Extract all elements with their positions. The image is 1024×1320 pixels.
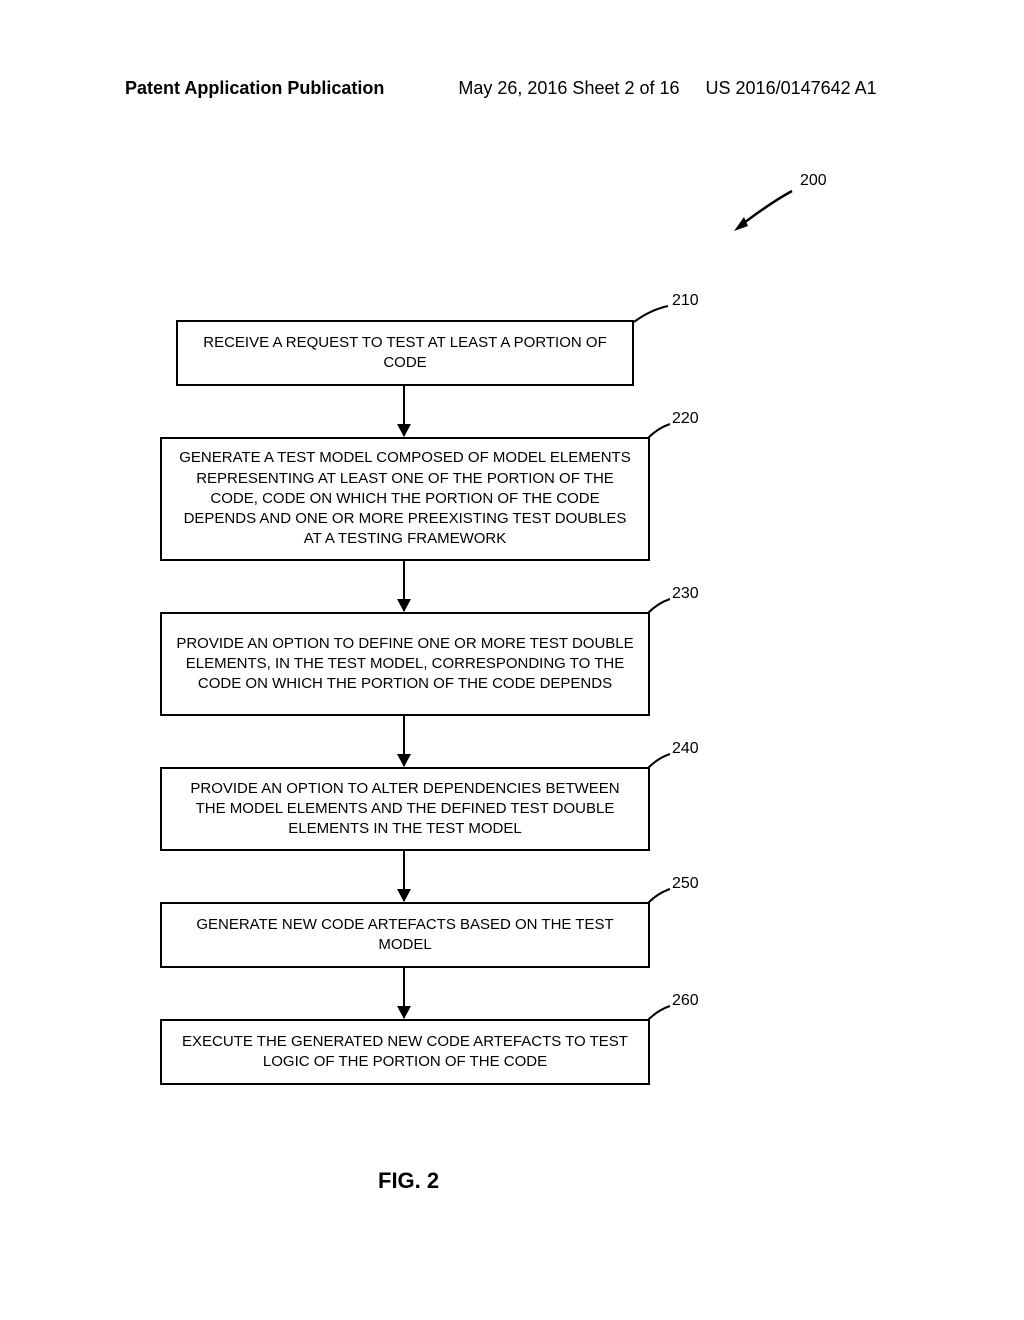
flowchart-step-240: PROVIDE AN OPTION TO ALTER DEPENDENCIES … [160, 767, 650, 851]
ref-label-200: 200 [800, 172, 827, 190]
arrow-240-250-icon [403, 851, 405, 901]
step-text: RECEIVE A REQUEST TO TEST AT LEAST A POR… [190, 333, 620, 374]
flowchart-step-260: EXECUTE THE GENERATED NEW CODE ARTEFACTS… [160, 1019, 650, 1085]
page-header: Patent Application Publication May 26, 2… [0, 78, 1024, 99]
ref-200-arrow-icon [720, 181, 800, 241]
arrow-230-240-icon [403, 716, 405, 766]
step-text: GENERATE NEW CODE ARTEFACTS BASED ON THE… [174, 915, 636, 956]
flowchart-step-220: GENERATE A TEST MODEL COMPOSED OF MODEL … [160, 437, 650, 561]
leader-250-icon [640, 883, 676, 909]
leader-230-icon [640, 593, 676, 619]
header-date-sheet: May 26, 2016 Sheet 2 of 16 [458, 78, 679, 99]
figure-label: FIG. 2 [378, 1168, 439, 1194]
arrow-220-230-icon [403, 561, 405, 611]
ref-label-250: 250 [672, 875, 699, 893]
ref-label-210: 210 [672, 292, 699, 310]
step-text: PROVIDE AN OPTION TO DEFINE ONE OR MORE … [174, 634, 636, 695]
arrow-250-260-icon [403, 968, 405, 1018]
ref-label-220: 220 [672, 410, 699, 428]
header-publication: Patent Application Publication [125, 78, 384, 99]
step-text: EXECUTE THE GENERATED NEW CODE ARTEFACTS… [174, 1032, 636, 1073]
ref-label-260: 260 [672, 992, 699, 1010]
flowchart-step-250: GENERATE NEW CODE ARTEFACTS BASED ON THE… [160, 902, 650, 968]
leader-260-icon [640, 1000, 676, 1026]
leader-220-icon [640, 418, 676, 444]
flowchart-step-210: RECEIVE A REQUEST TO TEST AT LEAST A POR… [176, 320, 634, 386]
flowchart-step-230: PROVIDE AN OPTION TO DEFINE ONE OR MORE … [160, 612, 650, 716]
step-text: GENERATE A TEST MODEL COMPOSED OF MODEL … [174, 448, 636, 549]
arrow-210-220-icon [403, 386, 405, 436]
header-publication-number: US 2016/0147642 A1 [706, 78, 877, 99]
step-text: PROVIDE AN OPTION TO ALTER DEPENDENCIES … [174, 779, 636, 840]
leader-210-icon [624, 300, 674, 328]
ref-label-240: 240 [672, 740, 699, 758]
ref-label-230: 230 [672, 585, 699, 603]
leader-240-icon [640, 748, 676, 774]
